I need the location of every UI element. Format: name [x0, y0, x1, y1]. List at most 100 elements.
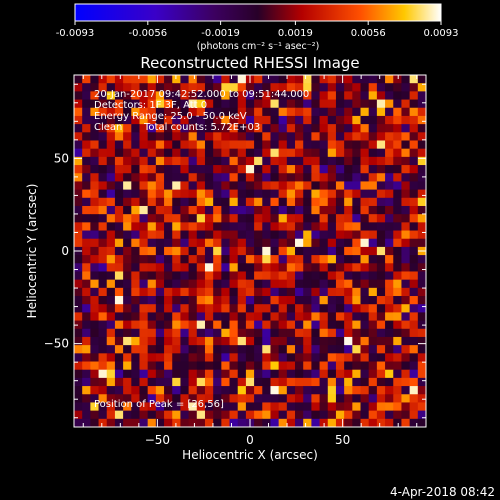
heatmap-cell	[278, 296, 288, 305]
heatmap-cell	[327, 197, 337, 207]
heatmap-cell	[172, 107, 181, 117]
heatmap-cell	[344, 402, 353, 412]
heatmap-cell	[188, 377, 198, 387]
heatmap-cell	[237, 361, 247, 371]
heatmap-cell	[376, 296, 386, 305]
heatmap-cell	[295, 156, 304, 166]
heatmap-cell	[254, 402, 263, 412]
heatmap-cell	[270, 181, 280, 191]
heatmap-cell	[74, 132, 83, 141]
heatmap-cell	[344, 328, 353, 338]
heatmap-cell	[352, 83, 361, 92]
heatmap-cell	[155, 320, 165, 330]
heatmap-cell	[139, 271, 149, 281]
heatmap-cell	[286, 222, 296, 231]
heatmap-cell	[335, 99, 345, 109]
heatmap-cell	[344, 115, 353, 125]
heatmap-cell	[352, 328, 361, 338]
heatmap-cell	[74, 148, 83, 158]
heatmap-cell	[376, 328, 386, 338]
heatmap-cell	[393, 222, 402, 231]
heatmap-cell	[409, 124, 419, 133]
heatmap-cell	[401, 99, 411, 109]
heatmap-cell	[155, 107, 165, 117]
heatmap-cell	[221, 296, 230, 305]
heatmap-cell	[196, 361, 206, 371]
heatmap-cell	[368, 124, 378, 133]
heatmap-cell	[74, 156, 83, 166]
heatmap-cell	[155, 263, 165, 272]
heatmap-cell	[196, 296, 206, 305]
heatmap-cell	[90, 304, 99, 313]
heatmap-cell	[90, 271, 99, 281]
heatmap-cell	[319, 386, 329, 395]
heatmap-cell	[123, 296, 132, 305]
heatmap-cell	[278, 140, 288, 150]
heatmap-cell	[303, 165, 312, 174]
heatmap-cell	[82, 287, 91, 297]
colorbar-ticks: -0.0093 -0.0056 -0.0019 0.0019 0.0056 0.0093	[56, 21, 459, 39]
heatmap-cell	[229, 156, 239, 166]
heatmap-cell	[401, 255, 411, 264]
heatmap-cell	[164, 222, 173, 231]
heatmap-cell	[295, 75, 304, 84]
heatmap-cell	[164, 320, 173, 330]
heatmap-cell	[319, 377, 329, 387]
heatmap-cell	[123, 345, 132, 354]
heatmap-cell	[237, 353, 247, 362]
heatmap-cell	[319, 394, 329, 403]
heatmap-cell	[311, 361, 320, 371]
heatmap-cell	[360, 83, 370, 92]
heatmap-cell	[98, 386, 108, 395]
heatmap-cell	[164, 418, 173, 428]
heatmap-cell	[344, 296, 353, 305]
heatmap-cell	[311, 197, 320, 207]
heatmap-cell	[303, 148, 312, 158]
colorbar-tick-label: 0.0093	[424, 28, 459, 39]
heatmap-cell	[139, 369, 149, 379]
heatmap-cell	[106, 377, 116, 387]
heatmap-cell	[180, 361, 190, 371]
heatmap-cell	[114, 197, 124, 207]
heatmap-cell	[368, 246, 378, 256]
heatmap-cell	[98, 124, 108, 133]
heatmap-cell	[335, 91, 345, 100]
heatmap-cell	[385, 205, 394, 215]
heatmap-cell	[393, 304, 402, 313]
heatmap-cell	[401, 336, 411, 346]
heatmap-cell	[196, 304, 206, 313]
heatmap-cell	[295, 296, 304, 305]
heatmap-cell	[327, 271, 337, 281]
heatmap-cell	[188, 156, 198, 166]
heatmap-cell	[303, 353, 312, 362]
heatmap-cell	[188, 386, 198, 395]
heatmap-cell	[155, 156, 165, 166]
heatmap-cell	[335, 189, 345, 199]
heatmap-cell	[393, 263, 402, 272]
heatmap-cell	[188, 197, 198, 207]
heatmap-cell	[139, 279, 149, 289]
heatmap-cell	[82, 148, 91, 158]
heatmap-cell	[278, 124, 288, 133]
heatmap-cell	[303, 197, 312, 207]
heatmap-cell	[237, 418, 247, 428]
heatmap-cell	[90, 75, 99, 84]
heatmap-cell	[352, 353, 361, 362]
heatmap-cell	[262, 99, 271, 109]
heatmap-cell	[131, 255, 140, 264]
heatmap-cell	[376, 369, 386, 379]
heatmap-cell	[344, 410, 353, 420]
heatmap-cell	[164, 279, 173, 289]
heatmap-cell	[180, 83, 190, 92]
heatmap-cell	[131, 165, 140, 174]
heatmap-cell	[196, 369, 206, 379]
heatmap-cell	[123, 156, 132, 166]
heatmap-cell	[131, 296, 140, 305]
heatmap-cell	[254, 328, 263, 338]
heatmap-cell	[278, 336, 288, 346]
heatmap-cell	[245, 361, 255, 371]
heatmap-cell	[393, 271, 402, 281]
heatmap-cell	[82, 304, 91, 313]
heatmap-cell	[360, 230, 370, 240]
heatmap-cell	[155, 173, 165, 182]
